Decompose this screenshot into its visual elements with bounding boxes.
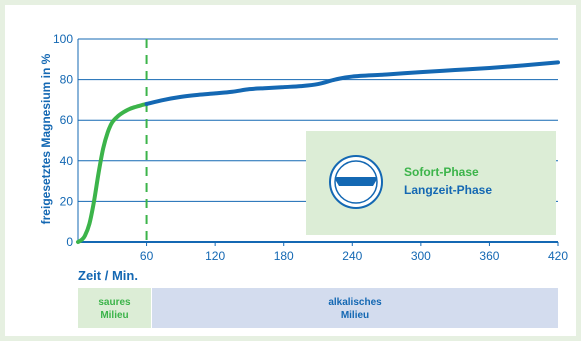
x-tick-label: 120	[205, 249, 225, 263]
acid-milieu-line1: saures	[98, 297, 131, 308]
y-axis-label: freigesetztes Magnesium in %	[39, 53, 53, 224]
x-tick-label: 360	[479, 249, 499, 263]
x-tick-label: 240	[342, 249, 362, 263]
x-tick-label: 300	[411, 249, 431, 263]
chart-panel: 0 20 40 60 80 100 60 120 180 240 300 360 420 freige…	[5, 5, 576, 336]
legend-sofort-phase: Sofort-Phase	[404, 165, 479, 179]
x-axis-label: Zeit / Min.	[78, 268, 138, 283]
x-tick-label: 60	[140, 249, 154, 263]
release-chart: 0 20 40 60 80 100 60 120 180 240 300 360 420 freige…	[39, 32, 568, 328]
alkaline-milieu-line2: Milieu	[341, 310, 369, 321]
x-tick-label: 180	[274, 249, 294, 263]
alkaline-milieu-box	[152, 288, 558, 328]
acid-milieu-box	[78, 288, 151, 328]
y-tick-label: 40	[60, 154, 74, 168]
x-tick-labels: 60 120 180 240 300 360 420	[140, 242, 568, 263]
capsule-icon	[329, 155, 383, 209]
y-tick-label: 100	[53, 32, 73, 46]
y-tick-label: 0	[66, 235, 73, 249]
legend: Sofort-Phase Langzeit-Phase	[306, 131, 556, 235]
y-tick-labels: 0 20 40 60 80 100	[53, 32, 73, 249]
data-series	[76, 60, 560, 244]
x-tick-label: 420	[548, 249, 568, 263]
y-tick-label: 80	[60, 73, 74, 87]
milieu-bar: saures Milieu alkalisches Milieu	[78, 288, 558, 328]
legend-langzeit-phase: Langzeit-Phase	[404, 183, 492, 197]
alkaline-milieu-line1: alkalisches	[328, 297, 382, 308]
series-line-langzeit-phase	[144, 60, 560, 106]
acid-milieu-line2: Milieu	[100, 310, 128, 321]
series-line-sofort-phase	[76, 101, 149, 244]
y-tick-label: 60	[60, 113, 74, 127]
y-tick-label: 20	[60, 194, 74, 208]
